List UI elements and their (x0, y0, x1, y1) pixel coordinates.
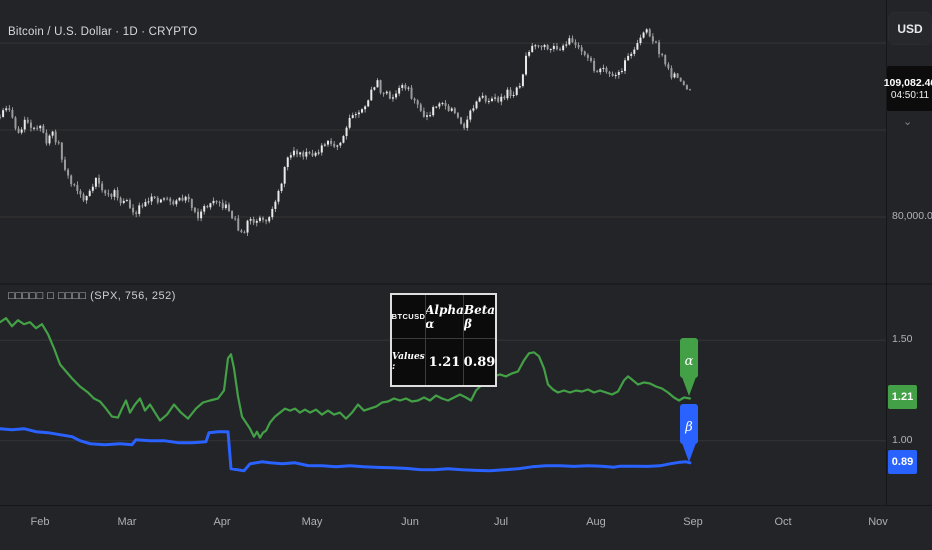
indicator-data-window: BTCUSD Alpha α Beta β Values : 1.21 0.89 (390, 293, 497, 387)
data-window-header-row: BTCUSD Alpha α Beta β (392, 295, 495, 338)
price-axis-tick-80000: 80,000.00 (892, 210, 932, 222)
price-scale[interactable]: USD 109,082.46 04:50:11 ⌄ 80,000.00 1.50… (883, 0, 932, 505)
alpha-value-badge: 1.21 (888, 385, 917, 409)
time-axis-month-label: Oct (774, 516, 792, 528)
svg-text:α: α (685, 354, 694, 369)
svg-text:β: β (684, 420, 693, 435)
data-window-beta-value: 0.89 (463, 339, 495, 385)
time-axis-month-label: Nov (868, 516, 888, 528)
alpha-pin: α (680, 338, 698, 396)
indicator-legend[interactable]: □□□□□ □ □□□□ (SPX, 756, 252) (8, 290, 176, 302)
time-axis-month-label: Aug (586, 516, 606, 528)
time-axis[interactable]: Feb Mar Apr May Jun Jul Aug Sep Oct Nov (0, 505, 932, 550)
last-price-label: 109,082.46 04:50:11 (883, 66, 932, 111)
last-price-value: 109,082.46 (883, 76, 932, 89)
time-axis-month-label: May (301, 516, 323, 528)
beta-value-badge: 0.89 (888, 450, 917, 474)
data-window-beta-col: Beta β (463, 295, 495, 338)
data-window-alpha-value: 1.21 (425, 339, 463, 385)
time-axis-month-label: Feb (30, 516, 50, 528)
indicator-axis-tick-150: 1.50 (892, 333, 913, 345)
candlestick-series[interactable] (0, 28, 691, 237)
time-axis-month-label: Jun (401, 516, 419, 528)
currency-toggle-button[interactable]: USD (889, 13, 931, 44)
time-axis-month-label: Sep (683, 516, 703, 528)
beta-line[interactable] (0, 427, 692, 473)
data-window-alpha-col: Alpha α (425, 295, 463, 338)
alpha-line[interactable] (0, 317, 692, 439)
beta-pin: β (680, 404, 698, 462)
time-axis-month-label: Jul (493, 516, 509, 528)
time-axis-month-label: Apr (213, 516, 231, 528)
data-window-values-row: Values : 1.21 0.89 (392, 338, 495, 385)
indicator-axis-tick-100: 1.00 (892, 434, 913, 446)
data-window-values-label: Values : (392, 352, 425, 372)
bar-countdown: 04:50:11 (890, 89, 930, 101)
time-axis-month-label: Mar (117, 516, 137, 528)
price-scale-arrow-icon: ⌄ (903, 116, 913, 128)
data-window-symbol: BTCUSD (392, 312, 425, 321)
symbol-legend[interactable]: Bitcoin / U.S. Dollar · 1D · CRYPTO (8, 26, 198, 38)
